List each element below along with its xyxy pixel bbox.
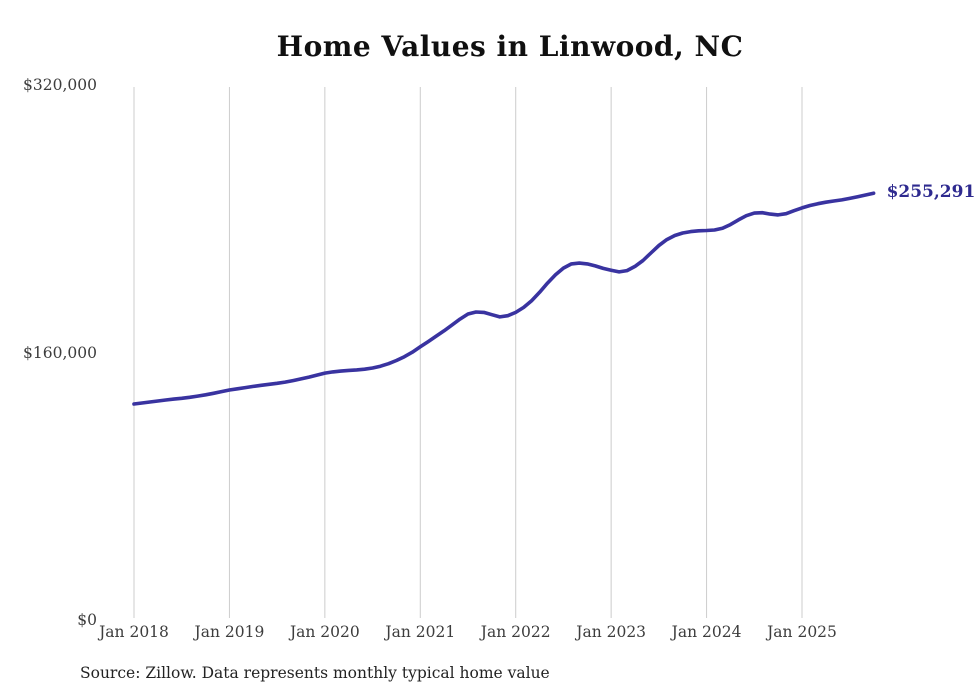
x-tick-label: Jan 2025 <box>767 623 837 641</box>
x-tick-label: Jan 2021 <box>385 623 456 641</box>
source-note: Source: Zillow. Data represents monthly … <box>80 664 550 682</box>
x-tick-label: Jan 2023 <box>576 623 647 641</box>
y-tick-label: $160,000 <box>23 343 97 362</box>
x-axis: Jan 2018 Jan 2019 Jan 2020 Jan 2021 Jan 2022… <box>0 623 980 647</box>
x-tick-label: Jan 2020 <box>289 623 360 641</box>
x-tick-label: Jan 2019 <box>194 623 265 641</box>
y-axis: $320,000 $160,000 $0 <box>0 0 97 699</box>
latest-value-label: $255,291 <box>886 182 976 203</box>
chart-title: Home Values in Linwood, NC <box>276 30 744 63</box>
y-tick-label: $320,000 <box>23 76 97 94</box>
value-line <box>132 191 876 406</box>
x-tick-label: Jan 2018 <box>99 623 169 641</box>
y-tick-label: $0 <box>77 611 97 629</box>
x-tick-label: Jan 2022 <box>480 623 551 641</box>
x-tick-label: Jan 2024 <box>671 623 742 641</box>
